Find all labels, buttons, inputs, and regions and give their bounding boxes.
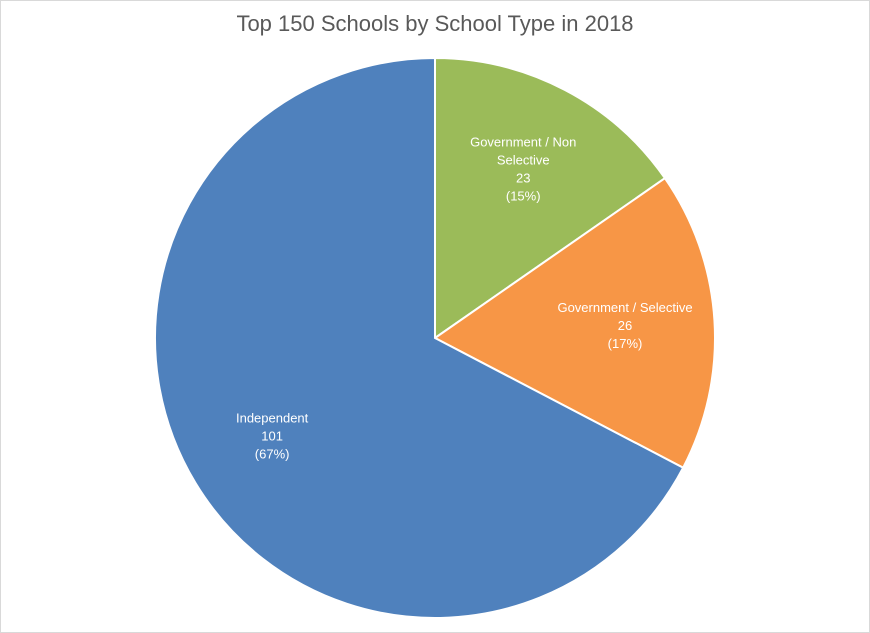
pie-slice-1 [433, 176, 716, 470]
pie-slice-0 [434, 56, 667, 340]
slice-label-1: Government / Selective 26 (17%) [557, 300, 692, 351]
pie-slice-2 [154, 56, 685, 619]
slice-label-2: Independent 101 (67%) [236, 411, 309, 462]
chart-title: Top 150 Schools by School Type in 2018 [236, 11, 634, 36]
slice-label-0: Government / Non Selective 23 (15%) [470, 134, 576, 203]
